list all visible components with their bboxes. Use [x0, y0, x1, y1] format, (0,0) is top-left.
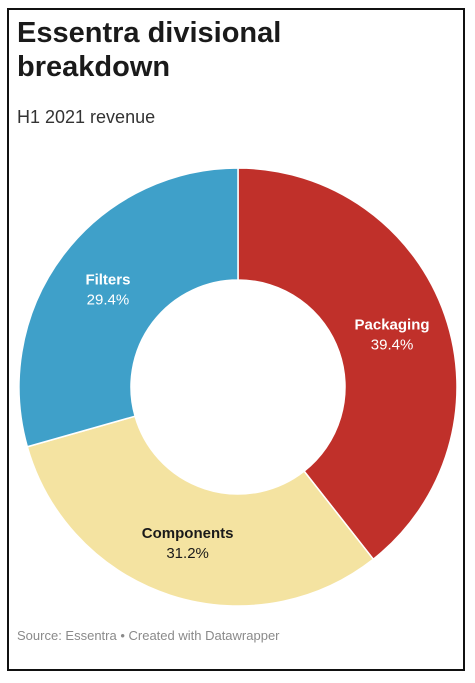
- slice-packaging: [237, 167, 458, 561]
- slice-label-components: Components: [142, 525, 234, 542]
- slice-components: [26, 415, 375, 607]
- chart-title: Essentra divisional breakdown: [17, 17, 282, 83]
- slice-value-components: 31.2%: [166, 545, 209, 562]
- slice-filters: [18, 167, 239, 448]
- chart-subtitle: H1 2021 revenue: [17, 107, 156, 127]
- source-note: Source: Essentra • Created with Datawrap…: [17, 628, 280, 643]
- slice-label-filters: Filters: [85, 272, 130, 289]
- slice-value-filters: 29.4%: [87, 292, 130, 309]
- slice-label-packaging: Packaging: [355, 317, 430, 334]
- slice-value-packaging: 39.4%: [371, 337, 414, 354]
